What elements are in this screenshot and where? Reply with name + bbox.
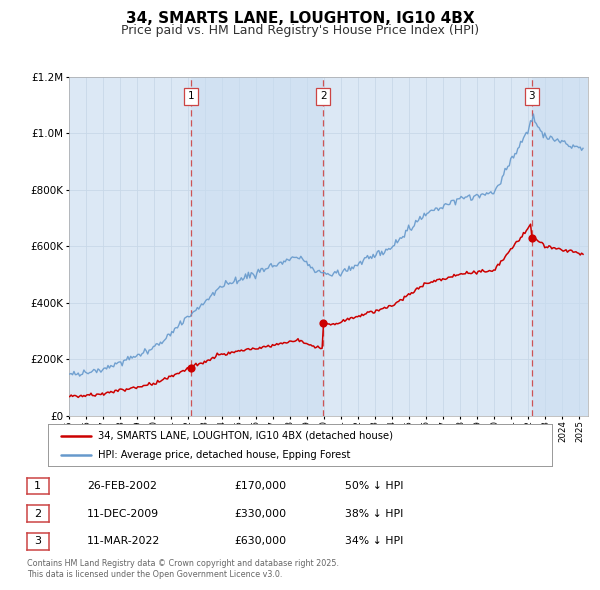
Text: 34, SMARTS LANE, LOUGHTON, IG10 4BX (detached house): 34, SMARTS LANE, LOUGHTON, IG10 4BX (det… — [98, 431, 394, 441]
Text: £170,000: £170,000 — [234, 481, 286, 491]
Text: 3: 3 — [529, 91, 535, 101]
Text: 50% ↓ HPI: 50% ↓ HPI — [345, 481, 404, 491]
Text: 34% ↓ HPI: 34% ↓ HPI — [345, 536, 403, 546]
Text: 11-MAR-2022: 11-MAR-2022 — [87, 536, 160, 546]
Text: Price paid vs. HM Land Registry's House Price Index (HPI): Price paid vs. HM Land Registry's House … — [121, 24, 479, 37]
Text: 11-DEC-2009: 11-DEC-2009 — [87, 509, 159, 519]
Text: 2: 2 — [34, 509, 41, 519]
Text: 2: 2 — [320, 91, 326, 101]
Text: 26-FEB-2002: 26-FEB-2002 — [87, 481, 157, 491]
Bar — [191, 77, 323, 416]
Text: 3: 3 — [34, 536, 41, 546]
Text: 38% ↓ HPI: 38% ↓ HPI — [345, 509, 403, 519]
Text: 1: 1 — [34, 481, 41, 491]
Point — [186, 363, 196, 373]
Text: HPI: Average price, detached house, Epping Forest: HPI: Average price, detached house, Eppi… — [98, 451, 351, 460]
Text: £330,000: £330,000 — [234, 509, 286, 519]
Text: Contains HM Land Registry data © Crown copyright and database right 2025.
This d: Contains HM Land Registry data © Crown c… — [27, 559, 339, 579]
Text: 1: 1 — [187, 91, 194, 101]
Text: 34, SMARTS LANE, LOUGHTON, IG10 4BX: 34, SMARTS LANE, LOUGHTON, IG10 4BX — [125, 11, 475, 25]
Point — [527, 233, 536, 242]
Point — [319, 318, 328, 327]
Bar — [532, 77, 588, 416]
Text: £630,000: £630,000 — [234, 536, 286, 546]
